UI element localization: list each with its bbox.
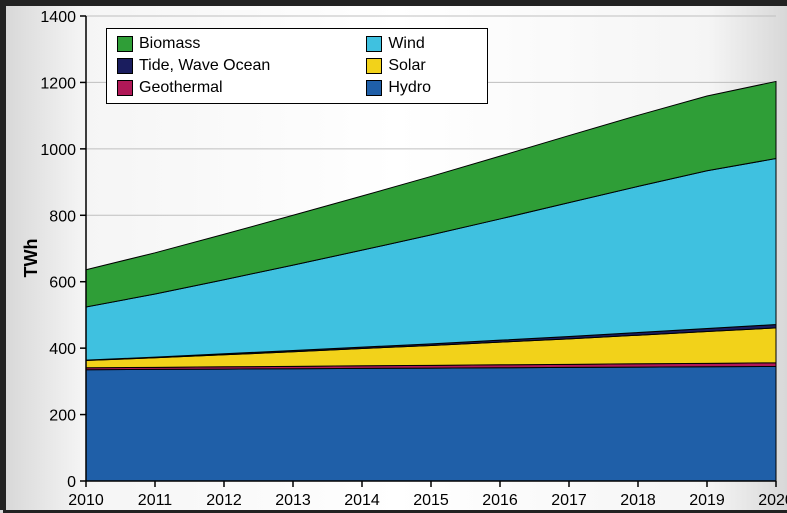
legend-item-tide-wave-ocean: Tide, Wave Ocean	[117, 57, 316, 75]
y-axis-label: TWh	[21, 239, 42, 278]
legend-item-solar: Solar	[366, 57, 477, 75]
legend-label: Tide, Wave Ocean	[139, 57, 270, 75]
legend-grid: Biomass Wind Tide, Wave Ocean Solar Geotherm…	[117, 35, 477, 97]
legend-swatch	[366, 80, 382, 96]
legend-label: Hydro	[388, 79, 431, 97]
svg-text:2018: 2018	[620, 492, 656, 509]
svg-text:0: 0	[67, 474, 76, 491]
svg-text:2020: 2020	[758, 492, 787, 509]
svg-text:1400: 1400	[40, 9, 76, 26]
legend-item-biomass: Biomass	[117, 35, 316, 53]
svg-text:2012: 2012	[206, 492, 242, 509]
svg-text:2011: 2011	[138, 492, 173, 509]
legend-label: Geothermal	[139, 79, 223, 97]
svg-text:400: 400	[49, 341, 76, 358]
legend-label: Wind	[388, 35, 424, 53]
svg-text:1000: 1000	[40, 142, 76, 159]
legend-item-wind: Wind	[366, 35, 477, 53]
svg-text:2010: 2010	[68, 492, 104, 509]
area-hydro	[86, 366, 776, 481]
legend-swatch	[117, 36, 133, 52]
svg-text:800: 800	[49, 208, 76, 225]
svg-text:600: 600	[49, 275, 76, 292]
svg-text:2014: 2014	[344, 492, 380, 509]
svg-text:2017: 2017	[551, 492, 587, 509]
legend-label: Solar	[388, 57, 425, 75]
legend-swatch	[117, 80, 133, 96]
legend-swatch	[366, 36, 382, 52]
legend-swatch	[366, 58, 382, 74]
legend-item-hydro: Hydro	[366, 79, 477, 97]
legend-item-geothermal: Geothermal	[117, 79, 316, 97]
svg-text:2019: 2019	[689, 492, 725, 509]
svg-text:200: 200	[49, 408, 76, 425]
svg-text:2015: 2015	[413, 492, 449, 509]
energy-area-chart: TWh 0 200 400 600 800 1000 1200 1400 2010 2011 201…	[6, 6, 787, 510]
legend-swatch	[117, 58, 133, 74]
chart-legend: Biomass Wind Tide, Wave Ocean Solar Geotherm…	[106, 28, 488, 104]
svg-text:2013: 2013	[275, 492, 311, 509]
svg-text:1200: 1200	[40, 75, 76, 92]
legend-label: Biomass	[139, 35, 200, 53]
svg-text:2016: 2016	[482, 492, 518, 509]
